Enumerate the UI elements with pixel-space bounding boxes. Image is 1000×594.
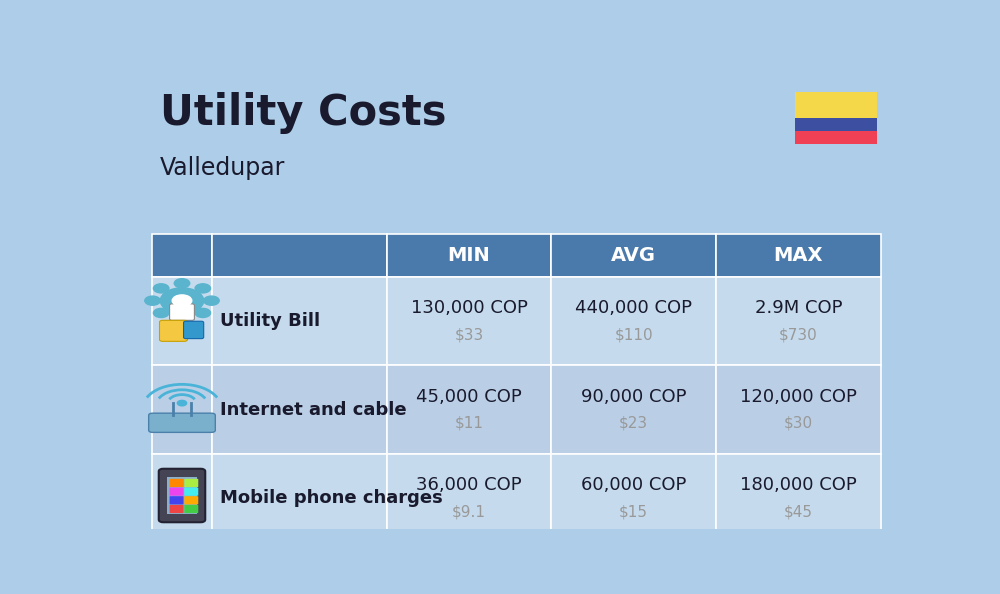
FancyBboxPatch shape bbox=[387, 277, 551, 365]
FancyBboxPatch shape bbox=[170, 479, 184, 487]
Text: 60,000 COP: 60,000 COP bbox=[581, 476, 686, 494]
Text: $9.1: $9.1 bbox=[452, 504, 486, 519]
FancyBboxPatch shape bbox=[795, 131, 877, 144]
FancyBboxPatch shape bbox=[551, 365, 716, 454]
Text: AVG: AVG bbox=[611, 246, 656, 265]
Text: 2.9M COP: 2.9M COP bbox=[755, 299, 842, 317]
Circle shape bbox=[153, 308, 169, 318]
FancyBboxPatch shape bbox=[159, 469, 205, 522]
FancyBboxPatch shape bbox=[160, 320, 187, 342]
FancyBboxPatch shape bbox=[184, 321, 204, 339]
Text: 45,000 COP: 45,000 COP bbox=[416, 388, 522, 406]
Text: 440,000 COP: 440,000 COP bbox=[575, 299, 692, 317]
Circle shape bbox=[177, 400, 187, 406]
FancyBboxPatch shape bbox=[170, 304, 194, 320]
Circle shape bbox=[195, 284, 211, 293]
Text: $11: $11 bbox=[455, 416, 484, 431]
FancyBboxPatch shape bbox=[551, 454, 716, 542]
FancyBboxPatch shape bbox=[212, 454, 387, 542]
FancyBboxPatch shape bbox=[716, 277, 881, 365]
FancyBboxPatch shape bbox=[212, 365, 387, 454]
FancyBboxPatch shape bbox=[152, 277, 212, 365]
Circle shape bbox=[172, 295, 192, 307]
Text: $110: $110 bbox=[614, 327, 653, 343]
FancyBboxPatch shape bbox=[551, 277, 716, 365]
FancyBboxPatch shape bbox=[170, 496, 184, 504]
Text: $730: $730 bbox=[779, 327, 818, 343]
FancyBboxPatch shape bbox=[716, 365, 881, 454]
Text: 90,000 COP: 90,000 COP bbox=[581, 388, 686, 406]
Text: $30: $30 bbox=[784, 416, 813, 431]
Text: Utility Costs: Utility Costs bbox=[160, 92, 446, 134]
Text: 130,000 COP: 130,000 COP bbox=[411, 299, 527, 317]
FancyBboxPatch shape bbox=[149, 413, 215, 432]
Text: Internet and cable: Internet and cable bbox=[220, 400, 406, 419]
FancyBboxPatch shape bbox=[152, 233, 212, 277]
Text: 36,000 COP: 36,000 COP bbox=[416, 476, 522, 494]
FancyBboxPatch shape bbox=[387, 365, 551, 454]
FancyBboxPatch shape bbox=[387, 454, 551, 542]
Text: Valledupar: Valledupar bbox=[160, 156, 285, 180]
FancyBboxPatch shape bbox=[551, 233, 716, 277]
Circle shape bbox=[174, 314, 190, 323]
FancyBboxPatch shape bbox=[184, 488, 198, 496]
FancyBboxPatch shape bbox=[152, 454, 212, 542]
FancyBboxPatch shape bbox=[184, 505, 198, 513]
Text: $23: $23 bbox=[619, 416, 648, 431]
Circle shape bbox=[153, 284, 169, 293]
Text: 180,000 COP: 180,000 COP bbox=[740, 476, 857, 494]
FancyBboxPatch shape bbox=[167, 478, 197, 514]
Text: MIN: MIN bbox=[448, 246, 490, 265]
Circle shape bbox=[204, 296, 219, 305]
Text: Utility Bill: Utility Bill bbox=[220, 312, 320, 330]
FancyBboxPatch shape bbox=[152, 365, 212, 454]
Circle shape bbox=[160, 288, 204, 314]
Text: MAX: MAX bbox=[774, 246, 823, 265]
FancyBboxPatch shape bbox=[184, 479, 198, 487]
Text: Mobile phone charges: Mobile phone charges bbox=[220, 489, 442, 507]
Text: $33: $33 bbox=[454, 327, 484, 343]
Text: $15: $15 bbox=[619, 504, 648, 519]
FancyBboxPatch shape bbox=[387, 233, 551, 277]
FancyBboxPatch shape bbox=[170, 505, 184, 513]
Circle shape bbox=[145, 296, 160, 305]
FancyBboxPatch shape bbox=[795, 118, 877, 131]
FancyBboxPatch shape bbox=[716, 233, 881, 277]
FancyBboxPatch shape bbox=[795, 92, 877, 118]
FancyBboxPatch shape bbox=[716, 454, 881, 542]
FancyBboxPatch shape bbox=[170, 488, 184, 496]
FancyBboxPatch shape bbox=[212, 233, 387, 277]
FancyBboxPatch shape bbox=[212, 277, 387, 365]
Text: 120,000 COP: 120,000 COP bbox=[740, 388, 857, 406]
FancyBboxPatch shape bbox=[184, 496, 198, 504]
Circle shape bbox=[195, 308, 211, 318]
Circle shape bbox=[174, 279, 190, 288]
Text: $45: $45 bbox=[784, 504, 813, 519]
